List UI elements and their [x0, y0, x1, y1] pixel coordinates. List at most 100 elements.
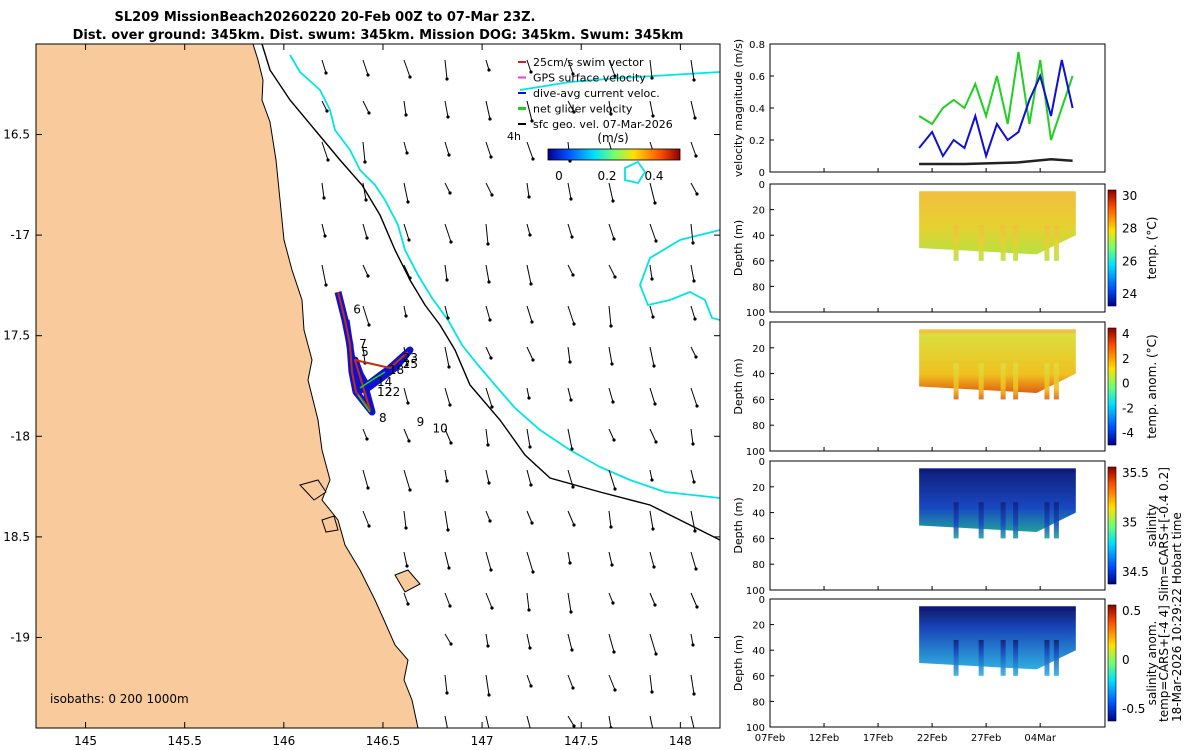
velocity-vector-head — [650, 478, 654, 482]
velocity-vector — [608, 428, 615, 441]
velocity-vector — [444, 264, 448, 281]
panel-colorbar — [1107, 604, 1117, 722]
panel-y-tick-label: 40 — [752, 646, 765, 657]
day-label: 23 — [403, 351, 418, 365]
velocity-vector-head — [404, 526, 408, 530]
velocity-vector — [649, 674, 653, 693]
velocity-vector — [526, 674, 532, 687]
velocity-vector-head — [448, 604, 452, 608]
velocity-vector-head — [569, 610, 573, 614]
colorbar-tick-label: 35.5 — [1122, 466, 1149, 480]
velocity-vector — [321, 59, 327, 74]
velocity-vector-head — [612, 438, 616, 442]
velocity-vector — [690, 387, 698, 407]
velocity-vector — [403, 182, 409, 203]
velocity-vector-head — [445, 691, 449, 695]
velocity-vector-head — [407, 439, 411, 443]
map-x-tick-label: 146.5 — [366, 734, 400, 748]
velocity-vector — [526, 551, 534, 573]
deep-dive — [1044, 639, 1050, 676]
velocity-vector-head — [652, 364, 656, 368]
map-y-tick-label: 16.5 — [3, 128, 30, 142]
velocity-vector-head — [531, 157, 535, 161]
velocity-vector-head — [609, 525, 613, 529]
time-axis-label: 12Feb — [809, 733, 839, 744]
velocity-vector — [690, 182, 698, 195]
velocity-vector — [444, 59, 448, 80]
colorbar-tick-label: 2 — [1122, 352, 1130, 366]
panel-colorbar-label: salinity — [1145, 504, 1159, 547]
velocity-vector-head — [613, 275, 617, 279]
velocity-vector-head — [487, 481, 491, 485]
day-label: 25 — [403, 357, 418, 371]
velocity-vector — [321, 182, 325, 199]
velocity-vector — [485, 510, 491, 522]
velocity-vector-head — [531, 358, 535, 362]
velocity-vector — [608, 633, 615, 653]
velocity-vector — [485, 182, 493, 196]
day-label: 10 — [433, 421, 448, 435]
day-label: 22 — [385, 385, 400, 399]
deep-dive — [978, 639, 984, 676]
velocity-vector — [485, 633, 489, 647]
velocity-vector-head — [572, 110, 576, 114]
colorbar-tick-label: 34.5 — [1122, 565, 1149, 579]
velocity-vector-head — [445, 77, 449, 81]
velocity-vector-head — [653, 201, 657, 205]
series-sfc-geo-vel- — [919, 157, 1073, 166]
velocity-vector-head — [571, 273, 575, 277]
velocity-vector — [690, 264, 695, 282]
velocity-vector-head — [530, 119, 534, 123]
colorbar-tick-label: 4 — [1122, 327, 1130, 341]
day-label: 8 — [379, 411, 387, 425]
velocity-vector — [608, 264, 616, 278]
velocity-vector — [526, 223, 531, 236]
panel-colorbar — [1107, 466, 1117, 585]
velocity-vector-head — [408, 488, 412, 492]
panel-colorbar — [1107, 327, 1117, 446]
velocity-vector — [485, 715, 490, 728]
velocity-vector — [690, 510, 696, 532]
deep-dive — [953, 639, 959, 676]
colorbar-tick-label: 0 — [1122, 377, 1130, 391]
velocity-vector-head — [487, 280, 491, 284]
velocity-vector-head — [569, 197, 573, 201]
velocity-vector — [649, 346, 655, 367]
panel-y-tick-label: 40 — [752, 370, 765, 381]
velocity-vector — [444, 387, 451, 406]
colorbar-tick-label: 35 — [1122, 516, 1137, 530]
velocity-vector — [649, 510, 654, 530]
deep-dive — [1044, 502, 1050, 539]
velocity-vector — [526, 428, 531, 448]
velocity-vector — [403, 428, 410, 442]
velocity-vector-head — [654, 652, 658, 656]
velocity-vector — [444, 633, 452, 645]
velocity-vector-head — [449, 240, 453, 244]
velocity-vector-head — [326, 158, 330, 162]
surface-samples — [919, 468, 1076, 473]
deep-dive — [953, 363, 959, 400]
velocity-vector — [526, 141, 534, 160]
deep-dive — [1013, 224, 1019, 261]
colorbar-title: (m/s) — [597, 131, 628, 145]
panel-y-tick-label: 20 — [752, 621, 765, 632]
velocity-vector-head — [609, 112, 613, 116]
velocity-vector — [690, 715, 695, 728]
time-axis-label: 04Mar — [1024, 733, 1056, 744]
deep-dive — [1053, 639, 1059, 676]
velocity-vector-head — [611, 400, 615, 404]
velocity-vector — [649, 469, 653, 481]
day-label: 18 — [389, 363, 404, 377]
velocity-vector — [608, 182, 614, 202]
panel-y-tick-label: 20 — [752, 344, 765, 355]
panel-colorbar-label: temp. (°C) — [1145, 217, 1159, 280]
series-dive-avg-current-veloc- — [918, 59, 1074, 160]
isobath-label: isobaths: 0 200 1000m — [50, 692, 189, 706]
velocity-vector — [567, 264, 574, 276]
velocity-vector-head — [693, 116, 697, 120]
velocity-vector-head — [531, 570, 535, 574]
velocity-vector-head — [367, 323, 371, 327]
velocity-vector-head — [650, 277, 654, 281]
panel-y-tick-label: 0 — [759, 318, 765, 329]
legend-label: GPS surface velocity — [533, 72, 646, 85]
